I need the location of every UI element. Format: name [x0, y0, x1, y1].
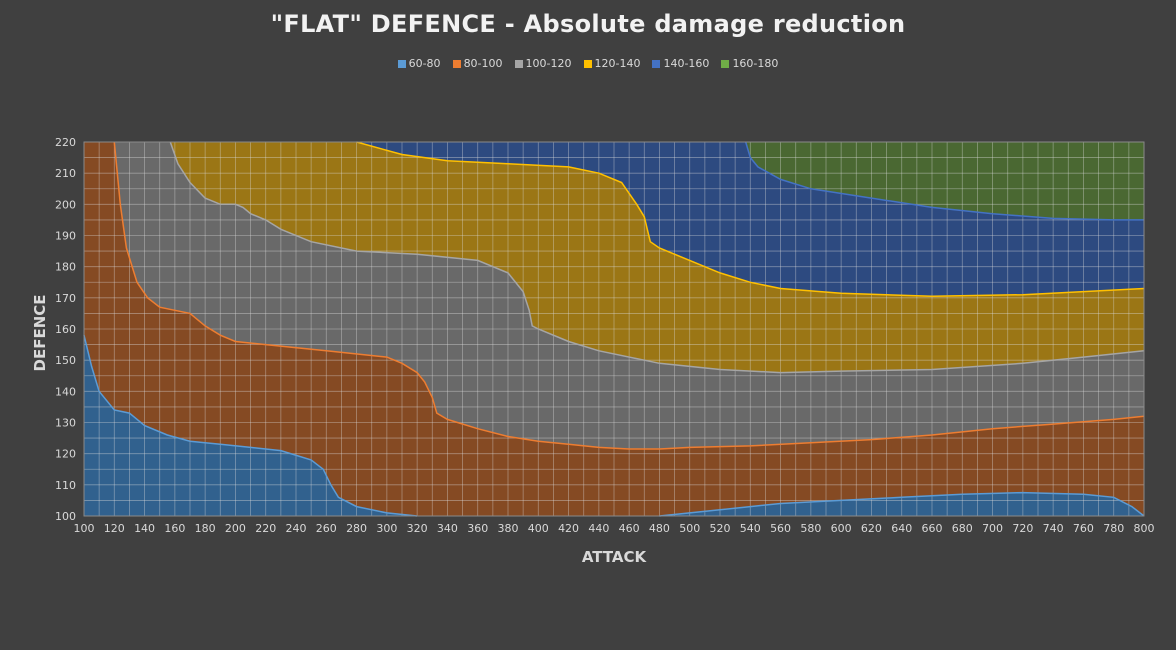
x-tick-label: 400 — [528, 522, 549, 535]
legend-swatch — [721, 59, 730, 68]
region-80-100 — [84, 142, 1144, 516]
x-tick-label: 300 — [376, 522, 397, 535]
x-tick-label: 660 — [922, 522, 943, 535]
x-tick-label: 740 — [1043, 522, 1064, 535]
x-tick-label: 100 — [74, 522, 95, 535]
contour-line-100-120-120-140 — [169, 141, 1145, 374]
legend-label: 100-120 — [525, 57, 572, 70]
contour-line-60-80-80-100 — [83, 335, 418, 517]
contour-line-120-140-140-160 — [356, 141, 1145, 298]
legend-label: 120-140 — [594, 57, 641, 70]
x-tick-label: 120 — [104, 522, 125, 535]
x-tick-label: 500 — [679, 522, 700, 535]
x-tick-label: 460 — [619, 522, 640, 535]
x-tick-label: 420 — [558, 522, 579, 535]
region-60-80 — [84, 335, 418, 516]
x-tick-label: 580 — [800, 522, 821, 535]
y-tick-label: 150 — [55, 354, 76, 367]
legend-swatch — [452, 59, 461, 68]
region-140-160 — [356, 142, 1145, 297]
y-tick-label: 210 — [55, 167, 76, 180]
y-tick-label: 160 — [55, 323, 76, 336]
region-160-180 — [745, 142, 1144, 220]
legend-item-140-160: 140-160 — [652, 57, 709, 70]
region-120-140 — [170, 142, 1145, 373]
y-tick-label: 140 — [55, 385, 76, 398]
y-tick-label: 100 — [55, 510, 76, 523]
chart-title: "FLAT" DEFENCE - Absolute damage reducti… — [270, 10, 906, 38]
legend-swatch — [583, 59, 592, 68]
legend-swatch — [652, 59, 661, 68]
legend-label: 160-180 — [732, 57, 779, 70]
y-tick-label: 170 — [55, 292, 76, 305]
contour-line-140-160-160-180 — [744, 141, 1144, 221]
y-tick-label: 180 — [55, 261, 76, 274]
x-tick-label: 760 — [1073, 522, 1094, 535]
x-tick-label: 480 — [649, 522, 670, 535]
y-tick-label: 220 — [55, 136, 76, 149]
y-tick-label: 200 — [55, 198, 76, 211]
legend-item-60-80: 60-80 — [397, 57, 441, 70]
x-tick-label: 440 — [588, 522, 609, 535]
x-tick-label: 540 — [740, 522, 761, 535]
legend-swatch — [397, 59, 406, 68]
x-tick-label: 380 — [498, 522, 519, 535]
x-tick-label: 180 — [195, 522, 216, 535]
legend-swatch — [514, 59, 523, 68]
legend-item-100-120: 100-120 — [514, 57, 572, 70]
legend-item-80-100: 80-100 — [452, 57, 503, 70]
x-tick-label: 340 — [437, 522, 458, 535]
x-tick-label: 720 — [1012, 522, 1033, 535]
legend-label: 60-80 — [408, 57, 441, 70]
y-axis-label: DEFENCE — [31, 294, 49, 372]
x-tick-label: 360 — [467, 522, 488, 535]
x-tick-label: 160 — [164, 522, 185, 535]
x-tick-label: 680 — [952, 522, 973, 535]
legend-item-120-140: 120-140 — [583, 57, 641, 70]
y-tick-label: 110 — [55, 479, 76, 492]
region-100-120 — [114, 142, 1144, 449]
x-tick-label: 700 — [982, 522, 1003, 535]
x-tick-label: 140 — [134, 522, 155, 535]
y-tick-label: 130 — [55, 417, 76, 430]
legend-label: 140-160 — [663, 57, 710, 70]
x-tick-label: 600 — [831, 522, 852, 535]
x-axis-label: ATTACK — [581, 548, 647, 566]
x-tick-label: 320 — [407, 522, 428, 535]
x-tick-label: 620 — [861, 522, 882, 535]
x-tick-label: 220 — [255, 522, 276, 535]
x-tick-label: 280 — [346, 522, 367, 535]
x-tick-label: 560 — [770, 522, 791, 535]
x-tick-label: 520 — [710, 522, 731, 535]
y-tick-label: 120 — [55, 448, 76, 461]
x-tick-label: 260 — [316, 522, 337, 535]
y-tick-label: 190 — [55, 230, 76, 243]
plot-border — [83, 141, 1145, 517]
x-tick-label: 780 — [1103, 522, 1124, 535]
legend: 60-80 80-100 100-120 120-140 140-160 160-180 — [0, 57, 1176, 70]
x-tick-label: 240 — [286, 522, 307, 535]
region-60-80 — [659, 492, 1144, 516]
legend-item-160-180: 160-180 — [721, 57, 778, 70]
contour-line-80-100-100-120 — [113, 141, 1145, 450]
x-tick-label: 200 — [225, 522, 246, 535]
x-tick-label: 640 — [891, 522, 912, 535]
contour-line-60-80-80-100 — [659, 491, 1145, 517]
x-tick-label: 800 — [1134, 522, 1155, 535]
legend-label: 80-100 — [463, 57, 503, 70]
